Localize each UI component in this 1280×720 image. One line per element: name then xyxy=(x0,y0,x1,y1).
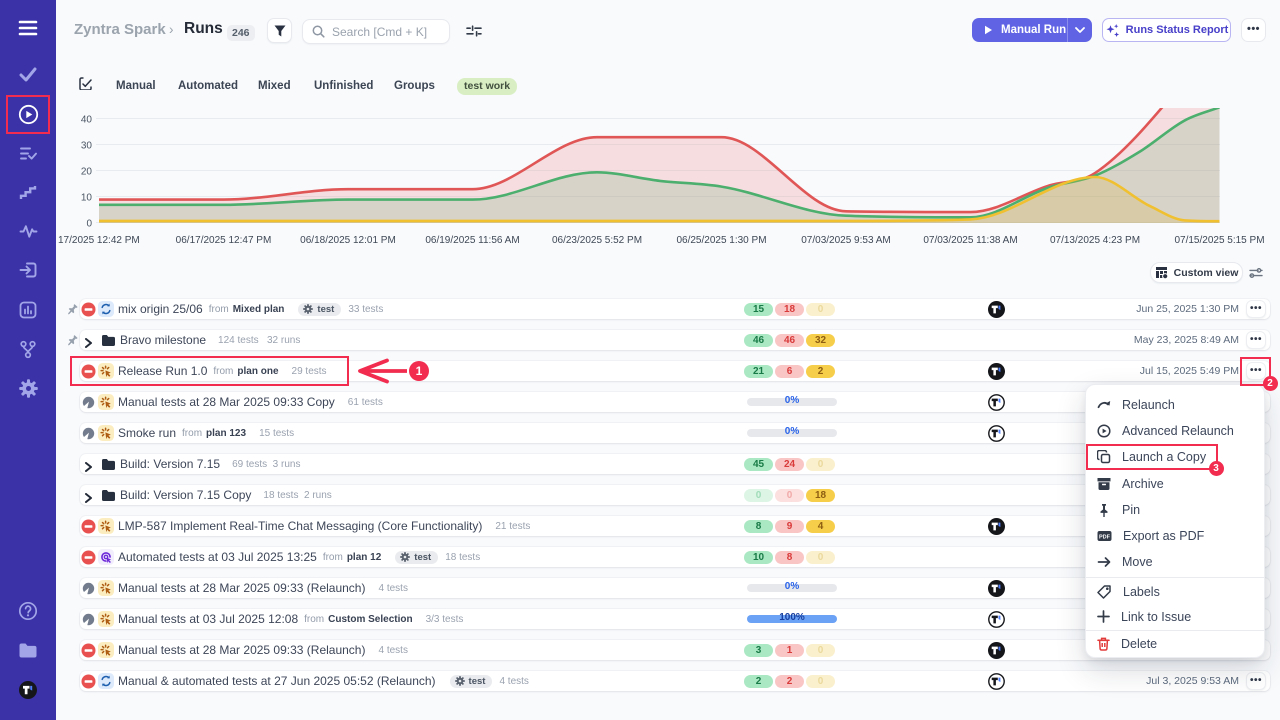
svg-text:06/17/2025 12:47 PM: 06/17/2025 12:47 PM xyxy=(176,235,272,246)
svg-text:06/23/2025 5:52 PM: 06/23/2025 5:52 PM xyxy=(552,235,642,246)
svg-text:07/13/2025 4:23 PM: 07/13/2025 4:23 PM xyxy=(1050,235,1140,246)
svg-text:06/18/2025 12:01 PM: 06/18/2025 12:01 PM xyxy=(300,235,396,246)
svg-text:10: 10 xyxy=(81,193,93,204)
svg-text:07/03/2025 11:38 AM: 07/03/2025 11:38 AM xyxy=(923,235,1017,246)
svg-text:06/19/2025 11:56 AM: 06/19/2025 11:56 AM xyxy=(425,235,519,246)
svg-text:40: 40 xyxy=(81,115,93,126)
svg-text:0: 0 xyxy=(86,219,92,230)
svg-text:06/25/2025 1:30 PM: 06/25/2025 1:30 PM xyxy=(676,235,766,246)
svg-text:07/15/2025 5:15 PM: 07/15/2025 5:15 PM xyxy=(1174,235,1264,246)
svg-text:20: 20 xyxy=(81,167,93,178)
svg-text:30: 30 xyxy=(81,141,93,152)
svg-text:PDF: PDF xyxy=(1099,535,1111,541)
svg-text:07/03/2025 9:53 AM: 07/03/2025 9:53 AM xyxy=(801,235,891,246)
svg-text:17/2025 12:42 PM: 17/2025 12:42 PM xyxy=(58,235,140,246)
